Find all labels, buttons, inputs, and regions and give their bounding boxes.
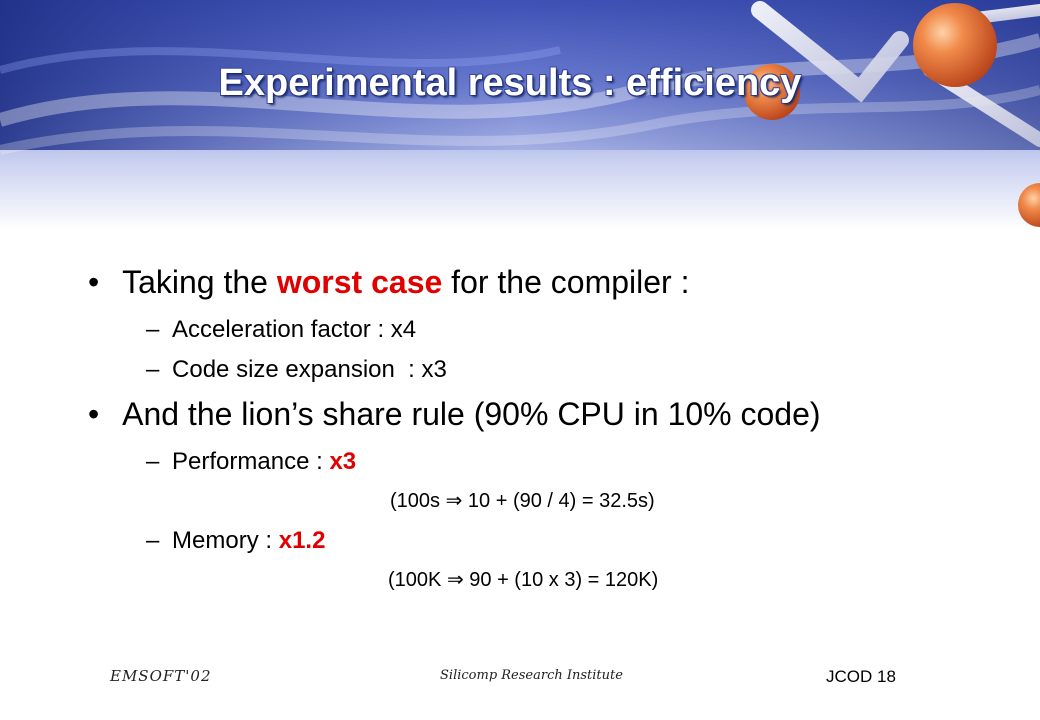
- footer-institute: Silicomp Research Institute: [440, 668, 623, 683]
- bullet-prefix: Taking the: [122, 264, 277, 300]
- subitem-code-size: – Code size expansion : x3: [146, 356, 447, 384]
- memory-note: (100K ⇒ 90 + (10 x 3) = 120K): [388, 567, 658, 592]
- bullet-suffix: for the compiler :: [442, 264, 690, 300]
- sphere-decoration: [1018, 183, 1040, 227]
- sphere-decoration: [913, 3, 997, 87]
- footer-conference: EMSOFT'02: [110, 667, 212, 685]
- emphasis-x1-2: x1.2: [278, 527, 326, 554]
- subitem-text: Acceleration factor : x4: [172, 316, 417, 343]
- note-post: 10 + (90 / 4) = 32.5s): [462, 490, 655, 512]
- subitem-label: Performance :: [172, 448, 330, 475]
- note-pre: (100s: [390, 490, 446, 512]
- implies-icon: ⇒: [445, 490, 463, 512]
- bullet-text: And the lion’s share rule (90% CPU in 10…: [122, 396, 821, 432]
- dash-marker: –: [146, 448, 160, 475]
- note-pre: (100K: [388, 569, 447, 591]
- bullet-marker: •: [88, 264, 100, 300]
- performance-note: (100s ⇒ 10 + (90 / 4) = 32.5s): [390, 488, 655, 513]
- note-post: 90 + (10 x 3) = 120K): [463, 569, 659, 591]
- dash-marker: –: [146, 316, 160, 343]
- subitem-label: Memory :: [172, 527, 279, 554]
- dash-marker: –: [146, 356, 160, 383]
- footer-page-number: JCOD 18: [826, 667, 896, 686]
- subitem-text: Code size expansion : x3: [172, 356, 447, 383]
- implies-icon: ⇒: [446, 569, 464, 591]
- bullet-lions-share: • And the lion’s share rule (90% CPU in …: [88, 396, 821, 433]
- slide-title: Experimental results : efficiency: [218, 62, 802, 104]
- emphasis-worst-case: worst case: [276, 264, 443, 300]
- emphasis-x3: x3: [329, 448, 357, 475]
- subitem-acceleration: – Acceleration factor : x4: [146, 316, 416, 344]
- subitem-memory: – Memory : x1.2: [146, 527, 325, 555]
- header-background: [0, 0, 1040, 230]
- subitem-performance: – Performance : x3: [146, 448, 356, 476]
- sphere-decoration: [744, 64, 800, 120]
- dash-marker: –: [146, 527, 160, 554]
- bullet-marker: •: [88, 396, 100, 432]
- bullet-worst-case: • Taking the worst case for the compiler…: [88, 264, 689, 301]
